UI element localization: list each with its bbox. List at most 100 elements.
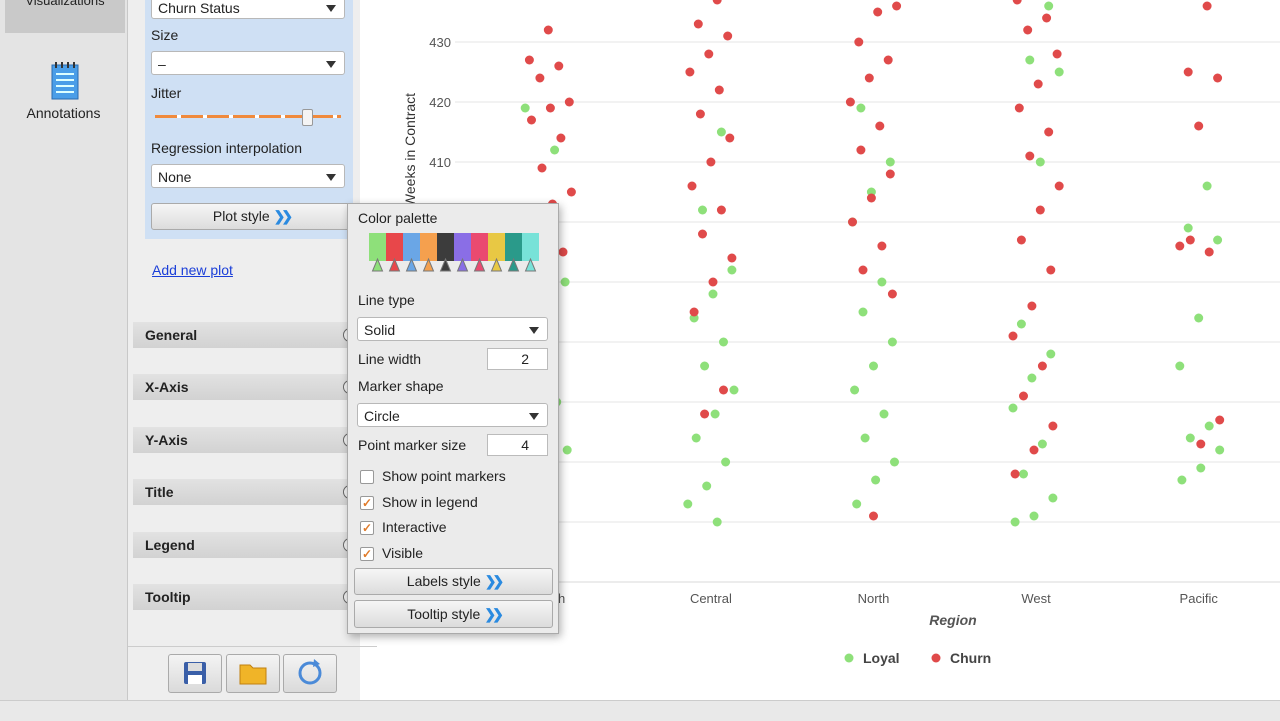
section-header[interactable]: Tooltip [133,584,357,610]
data-point[interactable] [1194,121,1204,131]
data-point[interactable] [887,337,897,347]
data-point[interactable] [852,499,862,509]
data-point[interactable] [1046,349,1056,359]
data-point[interactable] [704,49,714,59]
data-point[interactable] [845,97,855,107]
data-point[interactable] [875,121,885,131]
data-point[interactable] [698,229,707,239]
data-point[interactable] [700,361,710,371]
data-point[interactable] [877,241,887,251]
data-point[interactable] [729,385,739,395]
data-point[interactable] [1052,49,1062,59]
data-point[interactable] [1027,301,1037,311]
data-point[interactable] [1037,439,1047,449]
data-point[interactable] [1215,415,1225,425]
palette[interactable] [367,231,542,275]
data-point[interactable] [554,61,564,71]
open-button[interactable] [226,654,280,693]
data-point[interactable] [866,193,876,203]
data-point[interactable] [1044,1,1054,11]
data-point[interactable] [1016,235,1026,245]
data-point[interactable] [1027,373,1037,383]
data-point[interactable] [524,55,534,65]
data-point[interactable] [860,433,870,443]
data-point[interactable] [727,253,737,263]
data-point[interactable] [887,289,897,299]
data-point[interactable] [1037,361,1047,371]
data-point[interactable] [1029,445,1039,455]
data-point[interactable] [550,145,560,155]
data-point[interactable] [543,25,553,35]
data-point[interactable] [723,31,733,41]
data-point[interactable] [716,205,726,215]
data-point[interactable] [716,127,726,137]
palette-swatch[interactable] [386,233,403,261]
data-point[interactable] [1042,13,1052,23]
data-point[interactable] [1215,445,1225,455]
data-point[interactable] [1175,361,1185,371]
section-header[interactable]: General [133,322,357,348]
data-point[interactable] [1046,265,1056,275]
data-point[interactable] [1183,67,1193,77]
tooltip-style-button[interactable]: Tooltip style ❯❯ [354,600,553,628]
color-by-dropdown[interactable]: Churn Status [151,0,345,19]
data-point[interactable] [856,145,866,155]
data-point[interactable] [700,409,710,419]
data-point[interactable] [890,457,899,467]
data-point[interactable] [1008,331,1018,341]
data-point[interactable] [1023,25,1033,35]
palette-swatch[interactable] [471,233,488,261]
palette-swatch[interactable] [522,233,539,261]
data-point[interactable] [556,133,566,143]
checkbox[interactable]: ✓ [360,521,374,535]
data-point[interactable] [721,457,731,467]
data-point[interactable] [695,109,705,119]
section-header[interactable]: Legend [133,531,357,558]
data-point[interactable] [869,361,878,371]
data-point[interactable] [1202,1,1212,11]
data-point[interactable] [1213,235,1223,245]
palette-swatch[interactable] [403,233,420,261]
data-point[interactable] [854,37,864,47]
data-point[interactable] [1175,241,1185,251]
data-point[interactable] [1010,469,1020,479]
data-point[interactable] [520,103,530,113]
data-point[interactable] [1196,439,1206,449]
nav-tab[interactable]: Visualizations [5,0,125,33]
data-point[interactable] [562,445,572,455]
data-point[interactable] [885,169,895,179]
data-point[interactable] [1044,127,1054,137]
data-point[interactable] [1054,181,1064,191]
section-header[interactable]: X-Axis [133,374,357,401]
palette-swatch[interactable] [369,233,386,261]
data-point[interactable] [1202,181,1212,191]
data-point[interactable] [535,73,545,83]
data-point[interactable] [850,385,860,395]
data-point[interactable] [1183,223,1193,233]
plot-style-button[interactable]: Plot style ❯❯ [151,203,351,230]
data-point[interactable] [719,337,728,347]
line-type-dropdown[interactable]: Solid [357,317,548,341]
data-point[interactable] [1033,79,1043,89]
labels-style-button[interactable]: Labels style ❯❯ [354,568,553,595]
data-point[interactable] [1025,151,1035,161]
data-point[interactable] [545,103,555,113]
data-point[interactable] [1010,517,1020,527]
data-point[interactable] [1025,55,1035,65]
data-point[interactable] [714,85,724,95]
data-point[interactable] [879,409,889,419]
data-point[interactable] [537,163,547,173]
data-point[interactable] [892,1,902,11]
data-point[interactable] [1185,235,1195,245]
data-point[interactable] [1048,493,1058,503]
data-point[interactable] [708,289,718,299]
data-point[interactable] [1054,67,1064,77]
marker-shape-dropdown[interactable]: Circle [357,403,548,427]
size-dropdown[interactable]: – [151,51,345,75]
data-point[interactable] [683,499,693,509]
section-header[interactable]: Title [133,479,357,506]
data-point[interactable] [1012,0,1022,5]
save-button[interactable] [168,654,222,693]
checkbox[interactable] [360,470,374,484]
data-point[interactable] [710,409,720,419]
